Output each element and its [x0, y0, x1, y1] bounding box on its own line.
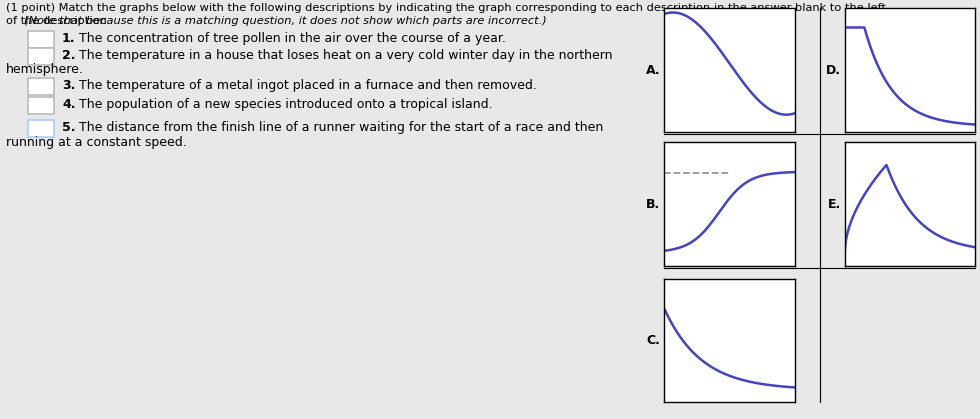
Text: C.: C.: [647, 334, 661, 347]
Text: B.: B.: [646, 198, 661, 211]
Text: 4.: 4.: [62, 98, 75, 111]
Text: E.: E.: [827, 198, 841, 211]
Bar: [28, 97, 54, 114]
Text: A.: A.: [646, 64, 661, 77]
Text: D.: D.: [826, 64, 841, 77]
Text: (Note that because this is a matching question, it does not show which parts are: (Note that because this is a matching qu…: [24, 16, 547, 26]
Text: The distance from the finish line of a runner waiting for the start of a race an: The distance from the finish line of a r…: [75, 121, 604, 134]
Bar: [28, 120, 54, 137]
Text: (1 point) Match the graphs below with the following descriptions by indicating t: (1 point) Match the graphs below with th…: [6, 3, 886, 13]
Text: 5.: 5.: [62, 121, 75, 134]
Text: 2.: 2.: [62, 49, 75, 62]
Text: 3.: 3.: [62, 79, 75, 92]
Text: of the description.: of the description.: [6, 16, 114, 26]
Bar: [28, 48, 54, 65]
Text: 1.: 1.: [62, 32, 75, 45]
Text: running at a constant speed.: running at a constant speed.: [6, 136, 187, 149]
Text: The concentration of tree pollen in the air over the course of a year.: The concentration of tree pollen in the …: [75, 32, 506, 45]
Text: The temperature in a house that loses heat on a very cold winter day in the nort: The temperature in a house that loses he…: [75, 49, 613, 62]
Bar: [28, 31, 54, 48]
Text: The population of a new species introduced onto a tropical island.: The population of a new species introduc…: [75, 98, 493, 111]
Text: The temperature of a metal ingot placed in a furnace and then removed.: The temperature of a metal ingot placed …: [75, 79, 537, 92]
Bar: [28, 78, 54, 95]
Text: hemisphere.: hemisphere.: [6, 63, 84, 76]
